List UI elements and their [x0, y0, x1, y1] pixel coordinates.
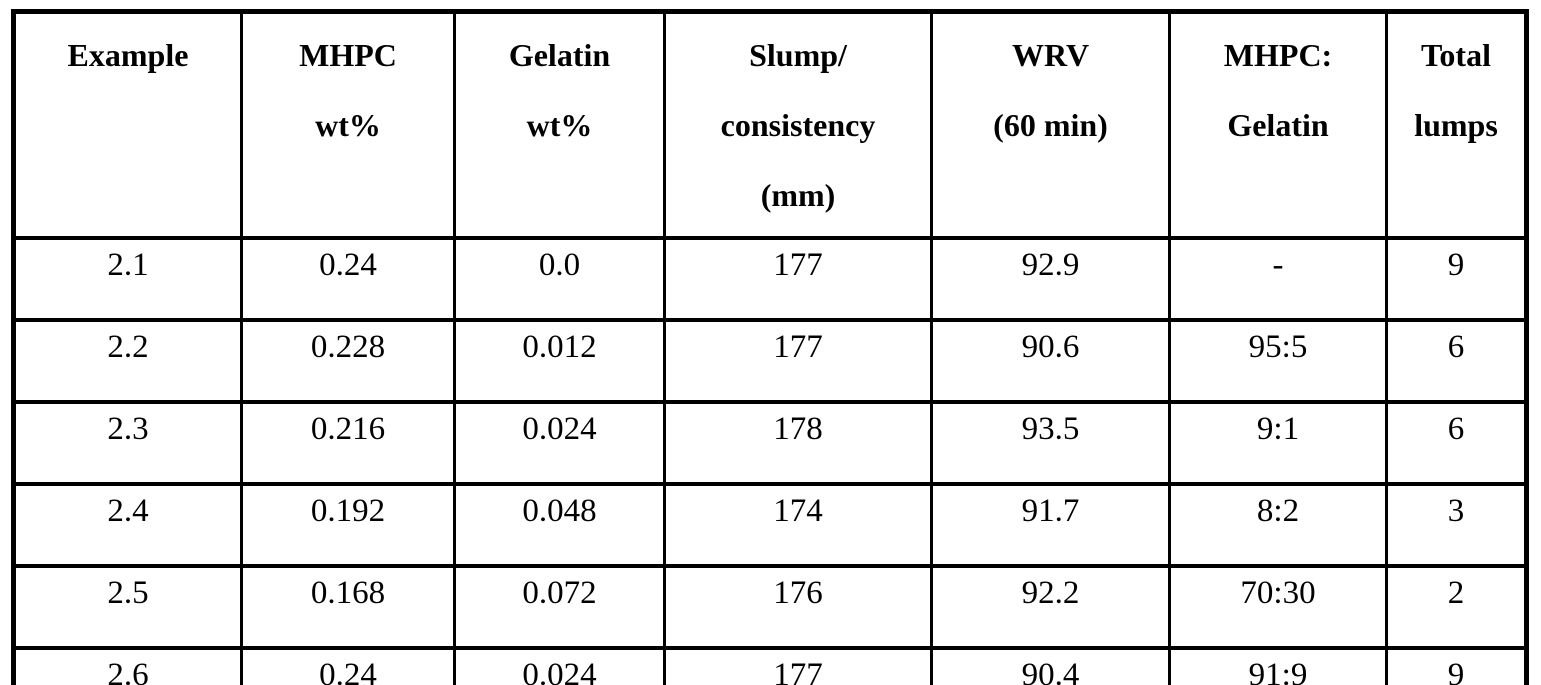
table-cell: 177 — [663, 646, 933, 685]
table-cell: 8:2 — [1168, 482, 1388, 568]
column-header-example: Example — [12, 9, 243, 240]
table-cell: 92.2 — [930, 564, 1171, 650]
table-cell: 6 — [1385, 318, 1528, 404]
table-cell: 0.192 — [240, 482, 456, 568]
table-cell: 177 — [663, 236, 933, 322]
table-cell: 0.168 — [240, 564, 456, 650]
table-cell: 0.24 — [240, 236, 456, 322]
table-row: 2.1 0.24 0.0 177 92.9 - 9 — [12, 236, 1528, 322]
table-cell: 9:1 — [1168, 400, 1388, 486]
table-cell: 6 — [1385, 400, 1528, 486]
table-row: 2.4 0.192 0.048 174 91.7 8:2 3 — [12, 482, 1528, 568]
table-cell: 0.24 — [240, 646, 456, 685]
table-cell: 0.012 — [453, 318, 666, 404]
table-row: 2.5 0.168 0.072 176 92.2 70:30 2 — [12, 564, 1528, 650]
table-cell: 2.1 — [12, 236, 243, 322]
table-cell: 90.4 — [930, 646, 1171, 685]
column-header-gelatin-wt: Gelatin wt% — [453, 9, 666, 240]
table-row: 2.6 0.24 0.024 177 90.4 91:9 9 — [12, 646, 1528, 685]
table-cell: 2.6 — [12, 646, 243, 685]
table-cell: 2.2 — [12, 318, 243, 404]
table-cell: 0.024 — [453, 646, 666, 685]
table-cell: 0.0 — [453, 236, 666, 322]
data-table: Example MHPC wt% Gelatin wt% Slump/ cons… — [11, 9, 1529, 685]
table-cell: 174 — [663, 482, 933, 568]
header-row: Example MHPC wt% Gelatin wt% Slump/ cons… — [12, 9, 1528, 240]
table-cell: 91.7 — [930, 482, 1171, 568]
table-cell: 90.6 — [930, 318, 1171, 404]
column-header-total-lumps: Total lumps — [1385, 9, 1528, 240]
table-cell: 9 — [1385, 236, 1528, 322]
table-cell: 0.048 — [453, 482, 666, 568]
table-cell: 177 — [663, 318, 933, 404]
column-header-wrv: WRV (60 min) — [930, 9, 1171, 240]
table-cell: 178 — [663, 400, 933, 486]
table-cell: - — [1168, 236, 1388, 322]
column-header-mhpc-gelatin-ratio: MHPC: Gelatin — [1168, 9, 1388, 240]
table-cell: 70:30 — [1168, 564, 1388, 650]
table-row: 2.2 0.228 0.012 177 90.6 95:5 6 — [12, 318, 1528, 404]
table-cell: 0.072 — [453, 564, 666, 650]
table-cell: 3 — [1385, 482, 1528, 568]
table-cell: 92.9 — [930, 236, 1171, 322]
column-header-slump-consistency: Slump/ consistency (mm) — [663, 9, 933, 240]
table-row: 2.3 0.216 0.024 178 93.5 9:1 6 — [12, 400, 1528, 486]
table-cell: 2.4 — [12, 482, 243, 568]
column-header-mhpc-wt: MHPC wt% — [240, 9, 456, 240]
table-cell: 0.228 — [240, 318, 456, 404]
table-cell: 2.5 — [12, 564, 243, 650]
table-cell: 0.216 — [240, 400, 456, 486]
table-cell: 93.5 — [930, 400, 1171, 486]
table-cell: 91:9 — [1168, 646, 1388, 685]
table-cell: 9 — [1385, 646, 1528, 685]
table-cell: 2 — [1385, 564, 1528, 650]
table-cell: 176 — [663, 564, 933, 650]
table-cell: 2.3 — [12, 400, 243, 486]
table-cell: 95:5 — [1168, 318, 1388, 404]
table-cell: 0.024 — [453, 400, 666, 486]
